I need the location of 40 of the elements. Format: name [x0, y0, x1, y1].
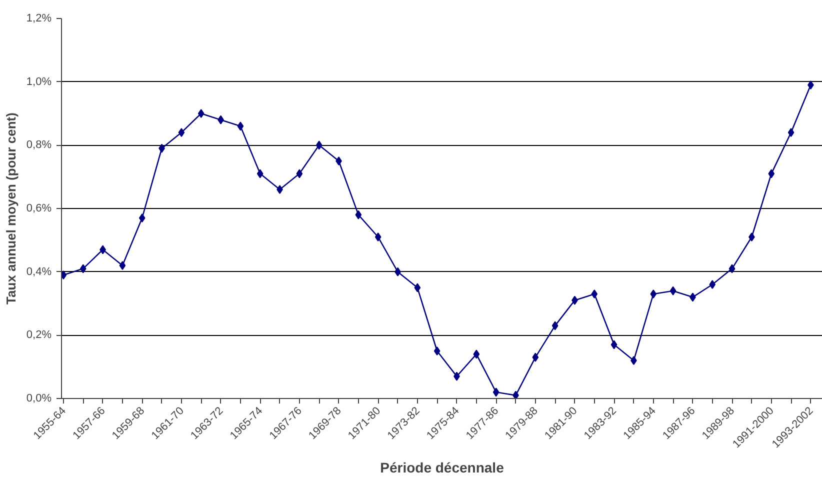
y-tick-label: 0,2% [26, 329, 52, 342]
x-axis-title: Période décennale [380, 459, 504, 476]
point [434, 346, 440, 356]
y-tick-label: 0,4% [26, 266, 52, 278]
point [237, 122, 244, 131]
point [552, 321, 558, 330]
point [178, 128, 185, 137]
y-axis-title: Taux annuel moyen (pour cent) [3, 112, 18, 304]
point [138, 214, 146, 222]
y-tick-label: 0,6% [26, 202, 52, 214]
point [670, 286, 676, 296]
y-tick-label: 0,8% [26, 139, 52, 152]
point [80, 264, 86, 274]
y-tick-label: 1,2% [26, 12, 52, 24]
point [709, 280, 716, 289]
point [532, 352, 539, 362]
point [788, 128, 794, 137]
point [119, 261, 126, 270]
point [316, 140, 322, 150]
point [808, 80, 814, 90]
point [610, 340, 618, 350]
y-tick-label: 0,0% [26, 392, 52, 404]
point [591, 290, 598, 298]
point [355, 210, 362, 220]
point [728, 264, 736, 274]
point [256, 169, 264, 178]
point [630, 356, 637, 365]
point [650, 290, 657, 298]
point [473, 350, 480, 359]
point [276, 185, 283, 194]
y-tick-label: 1,0% [26, 76, 52, 88]
point [296, 169, 303, 178]
point [492, 388, 500, 397]
point [768, 169, 775, 178]
point [512, 390, 519, 398]
point [414, 283, 421, 292]
point [198, 109, 204, 118]
point [748, 232, 755, 242]
point [336, 156, 342, 166]
point [374, 232, 382, 242]
